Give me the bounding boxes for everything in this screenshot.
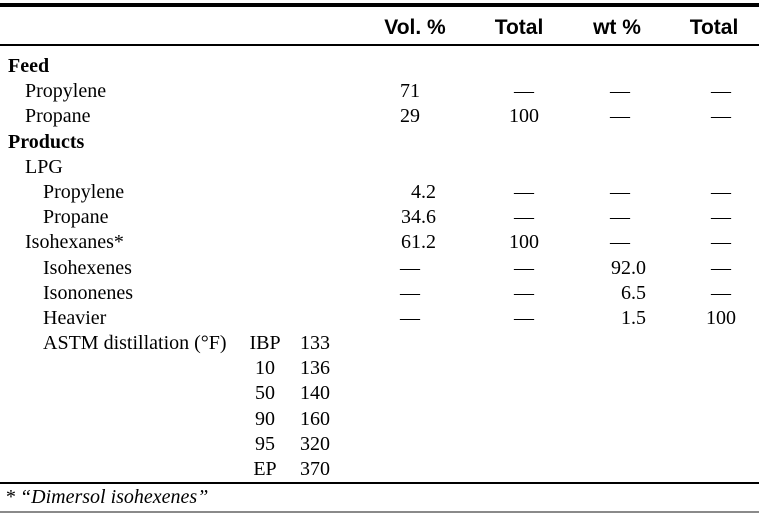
table-row: 10 136 — [0, 356, 759, 381]
table-row: Propylene 71 — — — — [0, 79, 759, 104]
astm-key-cell: 90 — [255, 407, 275, 430]
table-row: Propane 34.6 — — — — [0, 205, 759, 230]
total1-cell: — — [514, 180, 534, 203]
astm-value-cell: 370 — [300, 458, 330, 480]
vol-cell: — — [400, 256, 420, 279]
total2-cell: — — [711, 256, 731, 279]
top-rule — [0, 3, 759, 7]
table-row: Propane 29 100 — — — [0, 104, 759, 129]
bottom-rule — [0, 511, 759, 513]
wt-cell: 6.5 — [621, 281, 646, 304]
table-row: Isohexenes — — 92.0 — — [0, 256, 759, 281]
wt-cell: — — [610, 180, 630, 203]
column-header-vol-pct: Vol. % — [384, 16, 446, 39]
row-label: Feed — [8, 55, 50, 77]
table-row: 90 160 — [0, 407, 759, 432]
table-row: 50 140 — [0, 381, 759, 406]
table-footnote: * “Dimersol isohexenes” — [5, 486, 209, 508]
row-label: Isohexanes* — [25, 231, 124, 254]
row-label: Propylene — [25, 80, 107, 103]
table-row: ASTM distillation (°F) IBP 133 — [0, 331, 759, 356]
astm-value-cell: 133 — [300, 332, 330, 355]
total2-cell: — — [711, 105, 731, 128]
row-label: Isohexenes — [43, 256, 132, 279]
table-row: Propylene 4.2 — — — — [0, 180, 759, 205]
wt-cell: — — [610, 206, 630, 229]
total1-cell: 100 — [509, 231, 539, 254]
wt-cell: — — [610, 105, 630, 128]
footer-separator-rule — [0, 482, 759, 484]
table-row: Feed — [0, 54, 759, 79]
column-header-wt-pct: wt % — [593, 16, 641, 39]
column-header-total-1: Total — [494, 16, 544, 39]
total1-cell: 100 — [509, 105, 539, 128]
row-label: LPG — [25, 155, 63, 178]
astm-key-cell: 95 — [255, 432, 275, 455]
total1-cell: — — [514, 206, 534, 229]
astm-key-cell: 50 — [255, 382, 275, 405]
vol-cell: — — [400, 281, 420, 304]
vol-cell: 34.6 — [401, 206, 436, 229]
table-row: Products — [0, 130, 759, 155]
total2-cell: — — [711, 180, 731, 203]
total1-cell: — — [514, 256, 534, 279]
total2-cell: — — [711, 231, 731, 254]
row-label: Heavier — [43, 306, 107, 329]
astm-key-cell: IBP — [249, 332, 281, 355]
astm-key-cell: 10 — [255, 357, 275, 380]
total1-cell: — — [514, 80, 534, 103]
header-separator-rule — [0, 44, 759, 46]
wt-cell: 1.5 — [621, 306, 646, 329]
total2-cell: — — [711, 206, 731, 229]
vol-cell: 29 — [400, 105, 420, 128]
table-row: Heavier — — 1.5 100 — [0, 306, 759, 331]
total2-cell: — — [711, 281, 731, 304]
vol-cell: — — [400, 306, 420, 329]
astm-value-cell: 136 — [300, 357, 330, 380]
wt-cell: 92.0 — [611, 256, 646, 279]
row-label: ASTM distillation (°F) — [43, 332, 227, 355]
total2-cell: — — [711, 80, 731, 103]
table-row: Isohexanes* 61.2 100 — — — [0, 230, 759, 255]
column-header-total-2: Total — [689, 16, 739, 39]
table-row: Isononenes — — 6.5 — — [0, 281, 759, 306]
vol-cell: 71 — [400, 80, 420, 103]
table-row: EP 370 — [0, 457, 759, 482]
total2-cell: 100 — [706, 306, 736, 329]
row-label: Propane — [25, 105, 91, 128]
table-row: 95 320 — [0, 432, 759, 457]
row-label: Propane — [43, 206, 109, 229]
row-label: Propylene — [43, 180, 125, 203]
astm-value-cell: 160 — [300, 407, 330, 430]
wt-cell: — — [610, 80, 630, 103]
table-row: LPG — [0, 155, 759, 180]
wt-cell: — — [610, 231, 630, 254]
vol-cell: 4.2 — [411, 180, 436, 203]
row-label: Products — [8, 130, 85, 153]
astm-value-cell: 320 — [300, 432, 330, 455]
row-label: Isononenes — [43, 281, 133, 304]
total1-cell: — — [514, 306, 534, 329]
table-header-row: Vol. % Total wt % Total — [0, 13, 759, 43]
vol-cell: 61.2 — [401, 231, 436, 254]
astm-key-cell: EP — [253, 458, 277, 480]
astm-value-cell: 140 — [300, 382, 330, 405]
total1-cell: — — [514, 281, 534, 304]
table-body: Feed Propylene 71— — — Propane 29 100— — Products… — [0, 54, 759, 482]
